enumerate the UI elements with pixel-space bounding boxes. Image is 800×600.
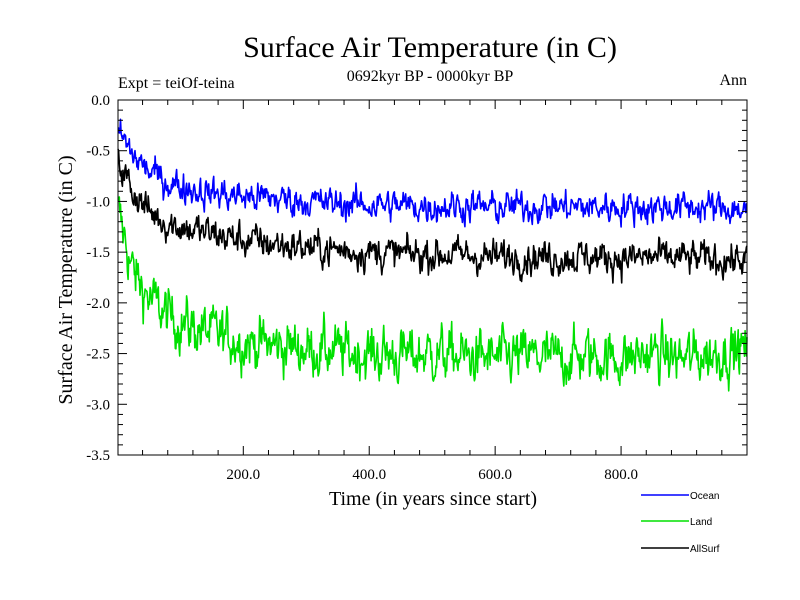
- legend-label-ocean: Ocean: [690, 491, 719, 502]
- y-tick-label: -3.0: [86, 397, 110, 413]
- chart-title: Surface Air Temperature (in C): [243, 31, 617, 64]
- y-tick-label: -2.5: [86, 347, 110, 363]
- chart-legend: Ocean Land AllSurf: [641, 491, 720, 555]
- y-tick-label: -1.5: [86, 245, 110, 261]
- x-axis-label: Time (in years since start): [329, 488, 537, 510]
- legend-label-allsurf: AllSurf: [690, 544, 720, 555]
- x-tick-label: 400.0: [352, 467, 386, 483]
- x-tick-label: 600.0: [478, 467, 512, 483]
- plot-frame: [117, 99, 748, 456]
- legend-label-land: Land: [690, 517, 712, 528]
- experiment-label: Expt = teiOf-teina: [118, 75, 235, 92]
- chart-subtitle: 0692kyr BP - 0000kyr BP: [347, 68, 514, 85]
- y-tick-label: -2.0: [86, 296, 110, 312]
- y-tick-label: -1.0: [86, 194, 110, 210]
- x-tick-label: 200.0: [226, 467, 260, 483]
- plot-lines: [117, 118, 748, 392]
- series-line-ocean: [117, 118, 748, 229]
- x-tick-label: 800.0: [604, 467, 638, 483]
- y-axis-label: Surface Air Temperature (in C): [55, 155, 77, 404]
- season-label: Ann: [719, 72, 747, 89]
- series-line-land: [117, 196, 748, 392]
- y-tick-label: -3.5: [86, 448, 110, 464]
- y-tick-label: 0.0: [91, 93, 110, 109]
- y-tick-label: -0.5: [86, 144, 110, 160]
- series-line-allsurf: [117, 148, 748, 284]
- plot-axes: 200.0 400.0 600.0 800.0 0.0 -0.5 -1.0 -1.5 -2.0 -…: [86, 93, 748, 483]
